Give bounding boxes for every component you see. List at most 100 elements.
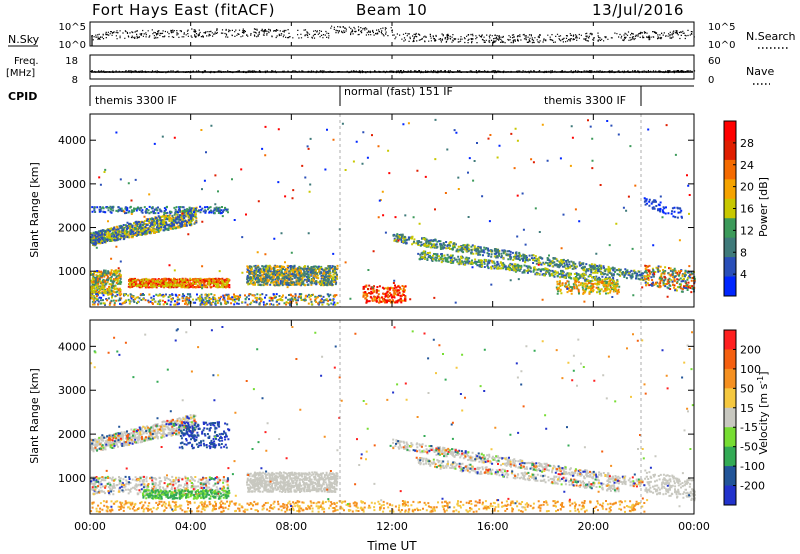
velocity-echo <box>179 421 229 450</box>
power-echo <box>418 250 619 286</box>
power-echo <box>246 265 338 287</box>
nsearch-label: N.Search <box>746 30 796 43</box>
velocity-echo <box>91 422 184 450</box>
xtick-label: 04:00 <box>175 520 207 533</box>
power-echo <box>90 269 122 295</box>
colorbar-tick-label: 12 <box>740 224 754 237</box>
colorbar-tick-label: -50 <box>740 441 758 454</box>
colorbar-cell <box>724 159 736 180</box>
power-echo <box>98 205 229 215</box>
colorbar-tick-label: 200 <box>740 343 761 356</box>
velocity-ytick-label: 1000 <box>58 472 86 485</box>
velocity-echo <box>246 471 339 493</box>
plot-title: Fort Hays East (fitACF) <box>92 1 275 19</box>
velocity-echo <box>142 489 230 500</box>
velocity-echo <box>417 457 620 493</box>
colorbar-tick-label: 100 <box>740 363 761 376</box>
cpid-panel: themis 3300 IF normal (fast) 151 IF them… <box>89 85 694 107</box>
power-echo <box>644 265 696 292</box>
power-echo <box>643 197 683 218</box>
velocity-echo <box>98 476 225 495</box>
power-echo <box>644 267 696 293</box>
velocity-echo <box>96 415 196 452</box>
colorbar-tick-label: 50 <box>740 382 754 395</box>
power-echo <box>93 206 229 215</box>
colorbar-cell <box>724 427 736 448</box>
velocity-ytick-label: 2000 <box>58 428 86 441</box>
velocity-colorbar: 200 100 50 15 -15 -50 -100 -200 <box>723 329 765 506</box>
colorbar-tick-label: 20 <box>740 181 754 194</box>
power-echo <box>557 280 617 295</box>
beam-label: Beam 10 <box>356 1 427 19</box>
xtick-label: 00:00 <box>74 520 106 533</box>
xtick-label: 08:00 <box>275 520 307 533</box>
xtick-label: 20:00 <box>577 520 609 533</box>
colorbar-tick-label: 24 <box>740 159 754 172</box>
colorbar-cell <box>724 257 736 278</box>
freq-panel: 18 8 60 0 <box>65 54 721 86</box>
velocity-echo <box>96 415 196 446</box>
colorbar-cell <box>724 485 736 506</box>
power-echo <box>129 277 230 289</box>
date-label: 13/Jul/2016 <box>592 1 684 19</box>
noise-series <box>91 25 695 44</box>
colorbar-cell <box>724 388 736 409</box>
power-echo <box>91 293 336 306</box>
power-echo <box>556 279 620 295</box>
velocity-ytick-label: 4000 <box>58 340 86 353</box>
colorbar-tick-label: 28 <box>740 137 754 150</box>
colorbar-cell <box>724 140 736 161</box>
velocity-echo <box>402 445 644 488</box>
power-ylabel: Slant Range [km] <box>28 162 41 258</box>
velocity-echo <box>90 500 646 513</box>
xtick-label: 00:00 <box>678 520 710 533</box>
colorbar-cell <box>724 276 736 297</box>
colorbar-cell <box>724 218 736 239</box>
nave-right-tick-bottom: 0 <box>708 75 714 86</box>
power-echo <box>644 265 695 292</box>
velocity-colorbar-label: Velocity [m s-1] <box>756 371 770 454</box>
power-colorbar-label: Power [dB] <box>757 177 770 237</box>
noise-left-tick-bottom: 10^0 <box>59 40 86 51</box>
power-echo <box>392 233 646 281</box>
cpid-segment-3: themis 3300 IF <box>544 94 626 107</box>
velocity-echo <box>178 421 231 450</box>
noise-left-tick-top: 10^5 <box>59 22 86 33</box>
colorbar-cell <box>724 466 736 487</box>
xtick-label: 12:00 <box>376 520 408 533</box>
power-echo <box>643 265 688 291</box>
colorbar-tick-label: -15 <box>740 421 758 434</box>
colorbar-cell <box>724 446 736 467</box>
cpid-segment-1: themis 3300 IF <box>95 94 177 107</box>
velocity-panel: 1000 2000 3000 4000 00:00 04:00 08:00 12:00 16:… <box>28 22 710 553</box>
cpid-segment-2: normal (fast) 151 IF <box>344 85 453 98</box>
power-ytick-label: 3000 <box>58 178 86 191</box>
colorbar-cell <box>724 198 736 219</box>
power-echo <box>421 250 619 285</box>
power-echo <box>417 250 615 285</box>
power-echo <box>90 208 198 246</box>
velocity-echo <box>91 415 195 450</box>
velocity-ytick-label: 3000 <box>58 384 86 397</box>
power-ytick-label: 4000 <box>58 134 86 147</box>
colorbar-cell <box>724 407 736 428</box>
power-ytick-label: 2000 <box>58 222 86 235</box>
x-axis-label: Time UT <box>366 539 417 553</box>
colorbar-frame <box>723 329 737 506</box>
nave-right-tick-top: 60 <box>708 56 721 67</box>
colorbar-tick-label: 8 <box>740 246 747 259</box>
velocity-echo <box>105 415 194 447</box>
power-echo <box>90 207 198 247</box>
velocity-echo <box>90 475 230 496</box>
velocity-echo <box>644 469 696 502</box>
power-echo <box>362 284 407 304</box>
colorbar-cell <box>724 237 736 258</box>
colorbar-cell <box>724 179 736 200</box>
nsky-label: N.Sky <box>8 33 40 46</box>
noise-right-tick-top: 10^5 <box>708 22 735 33</box>
colorbar-tick-label: 15 <box>740 402 754 415</box>
freq-label: Freq. <box>14 56 39 67</box>
colorbar-tick-label: -200 <box>740 480 765 493</box>
xtick-label: 16:00 <box>477 520 509 533</box>
colorbar-tick-label: 4 <box>740 268 747 281</box>
